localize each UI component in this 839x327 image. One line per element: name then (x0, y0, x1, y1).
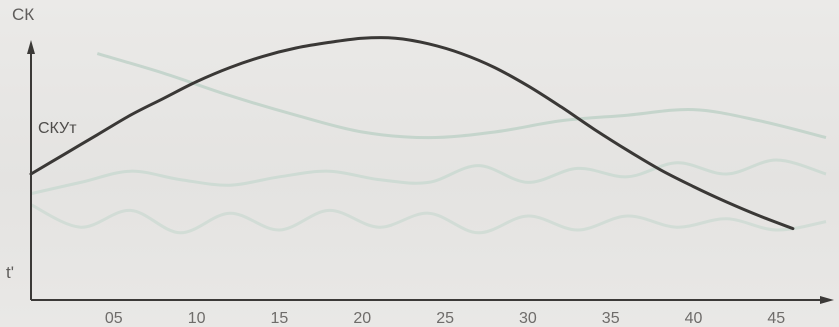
x-tick-labels: 05 10 15 20 25 30 35 40 45 (105, 310, 785, 327)
x-tick-label: 20 (353, 310, 371, 327)
x-axis-arrow (820, 296, 834, 304)
series (29, 36, 795, 231)
background-trace-3 (30, 203, 827, 235)
x-tick-label: 25 (436, 310, 454, 327)
background-trace-2 (30, 158, 827, 196)
x-tick-label: 30 (519, 310, 537, 327)
y-axis-arrow (27, 40, 35, 54)
series-label-skut: СКУт (38, 120, 77, 137)
series-line-1 (29, 36, 795, 231)
x-tick-label: 05 (105, 310, 123, 327)
x-tick-label: 10 (188, 310, 206, 327)
background-traces (30, 52, 827, 235)
x-tick-label: 40 (685, 310, 703, 327)
background-trace-1 (96, 52, 827, 140)
x-tick-label: 35 (602, 310, 620, 327)
x-tick-label: 15 (271, 310, 289, 327)
y-axis-label: СК (12, 5, 34, 24)
x-tick-label: 45 (767, 310, 785, 327)
x-axis-label: t' (6, 263, 14, 282)
